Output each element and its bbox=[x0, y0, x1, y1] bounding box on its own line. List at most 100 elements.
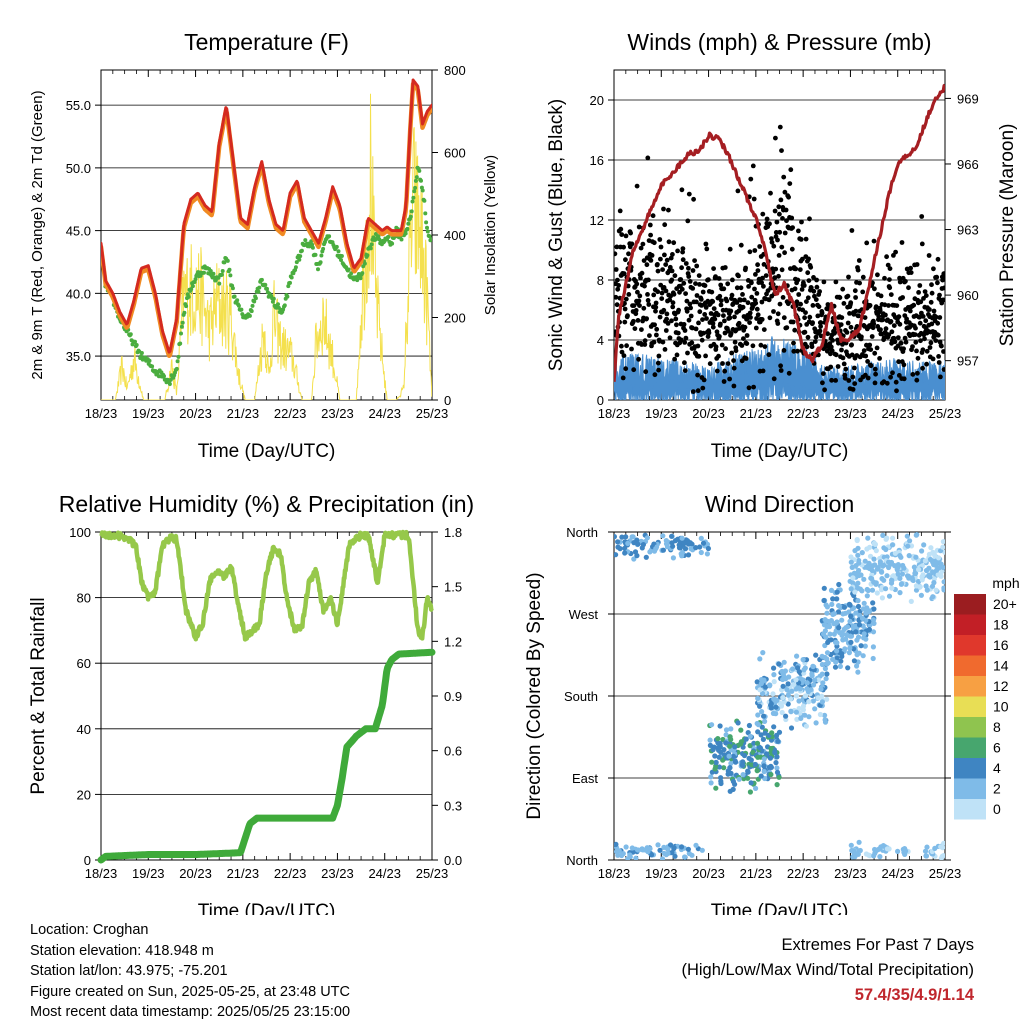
gust-point bbox=[939, 343, 944, 349]
panel-1: Temperature (F) 18/23 19/23 20/23 21/23 22/23… bbox=[29, 29, 499, 462]
gust-point bbox=[766, 352, 772, 358]
gust-point bbox=[706, 277, 711, 283]
gust-point bbox=[696, 273, 702, 278]
gust-point bbox=[865, 375, 871, 381]
gust-point bbox=[618, 226, 624, 232]
direction-point bbox=[726, 753, 732, 759]
gust-point bbox=[810, 320, 815, 326]
gust-point bbox=[777, 124, 783, 130]
direction-point bbox=[793, 709, 800, 715]
direction-point bbox=[855, 669, 861, 675]
direction-point bbox=[812, 706, 818, 712]
dewpoint-point bbox=[190, 284, 195, 289]
direction-point bbox=[834, 655, 840, 661]
direction-point bbox=[802, 693, 809, 699]
direction-point bbox=[854, 663, 860, 669]
dewpoint-point bbox=[310, 242, 315, 247]
gust-point bbox=[797, 267, 803, 272]
direction-point bbox=[723, 727, 730, 733]
direction-point bbox=[847, 602, 853, 608]
gust-point bbox=[647, 333, 652, 338]
direction-point bbox=[643, 554, 649, 560]
direction-point bbox=[796, 698, 802, 704]
gust-point bbox=[852, 288, 858, 294]
dewpoint-point bbox=[321, 246, 326, 251]
direction-point bbox=[884, 573, 890, 579]
gust-point bbox=[884, 380, 890, 386]
direction-point bbox=[857, 608, 863, 615]
direction-point bbox=[715, 736, 721, 742]
gust-point bbox=[801, 283, 807, 288]
dewpoint-point bbox=[178, 341, 183, 346]
gust-point bbox=[690, 268, 696, 273]
gust-point bbox=[648, 232, 653, 238]
gust-point bbox=[698, 297, 704, 302]
gust-point bbox=[740, 304, 746, 310]
direction-point bbox=[854, 537, 860, 544]
gust-point bbox=[786, 194, 791, 200]
gust-point bbox=[914, 348, 919, 354]
gust-point bbox=[901, 376, 907, 382]
direction-point bbox=[776, 729, 783, 735]
dewpoint-point bbox=[293, 265, 298, 270]
gust-point bbox=[652, 322, 657, 328]
direction-point bbox=[625, 540, 631, 547]
direction-point bbox=[834, 648, 840, 654]
direction-point bbox=[707, 737, 713, 743]
direction-point bbox=[755, 722, 762, 728]
x-tick-label: 23/23 bbox=[834, 406, 867, 421]
y-right-tick-label: 1.2 bbox=[444, 634, 462, 649]
gust-point bbox=[620, 375, 626, 381]
direction-point bbox=[794, 653, 800, 659]
gust-point bbox=[891, 323, 897, 328]
gust-point bbox=[715, 312, 721, 318]
dewpoint-point bbox=[413, 185, 418, 190]
gust-point bbox=[917, 283, 923, 288]
direction-point bbox=[758, 732, 764, 738]
direction-point bbox=[828, 587, 835, 594]
direction-point bbox=[937, 571, 944, 578]
gust-point bbox=[665, 321, 671, 326]
direction-point bbox=[679, 844, 685, 850]
direction-point bbox=[753, 785, 759, 792]
direction-point bbox=[737, 741, 744, 747]
direction-point bbox=[786, 674, 792, 680]
gust-point bbox=[739, 343, 745, 348]
plot-area bbox=[614, 83, 945, 400]
direction-point bbox=[785, 692, 791, 698]
gust-point bbox=[663, 262, 669, 267]
gust-point bbox=[658, 282, 664, 288]
direction-point bbox=[758, 677, 765, 683]
dewpoint-point bbox=[147, 358, 152, 363]
y-right-tick-label: 0.6 bbox=[444, 744, 462, 759]
gust-point bbox=[803, 310, 808, 315]
x-tick-label: 24/23 bbox=[368, 866, 401, 881]
dewpoint-point bbox=[368, 246, 373, 251]
gust-point bbox=[727, 315, 733, 321]
gust-point bbox=[892, 339, 898, 345]
direction-point bbox=[632, 549, 639, 555]
direction-point bbox=[740, 772, 746, 778]
gust-point bbox=[821, 279, 827, 285]
direction-point bbox=[823, 676, 829, 682]
direction-point bbox=[761, 713, 767, 719]
gust-point bbox=[652, 372, 658, 378]
gust-point bbox=[788, 266, 793, 271]
direction-point bbox=[855, 598, 861, 604]
station-latlon: Station lat/lon: 43.975; -75.201 bbox=[30, 963, 228, 979]
gust-point bbox=[911, 302, 917, 308]
gust-point bbox=[759, 299, 765, 305]
extremes-title: Extremes For Past 7 Days bbox=[781, 936, 974, 954]
direction-point bbox=[783, 713, 789, 719]
direction-point bbox=[824, 610, 830, 616]
direction-point bbox=[824, 671, 830, 677]
legend-title: mph bbox=[992, 575, 1019, 591]
direction-point bbox=[936, 565, 942, 571]
dewpoint-point bbox=[408, 214, 413, 219]
gust-point bbox=[701, 330, 706, 336]
direction-point bbox=[727, 743, 733, 749]
dewpoint-point bbox=[336, 249, 341, 254]
gust-point bbox=[937, 315, 943, 320]
gust-point bbox=[777, 211, 782, 217]
direction-point bbox=[930, 594, 936, 600]
